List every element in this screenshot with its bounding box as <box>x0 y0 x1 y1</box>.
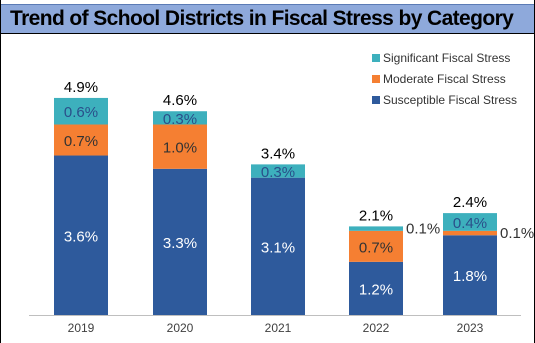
x-tick-label-2022: 2022 <box>363 321 390 335</box>
legend-swatch-2 <box>372 96 380 104</box>
legend-label-1: Moderate Fiscal Stress <box>383 72 506 86</box>
total-label-2023: 2.4% <box>453 194 487 211</box>
legend-label-0: Significant Fiscal Stress <box>383 51 510 65</box>
data-label-2019-1: 0.7% <box>64 133 98 150</box>
data-label-2022-2: 0.1% <box>406 221 440 238</box>
data-label-2023-2: 0.4% <box>453 215 487 232</box>
data-label-2021-2: 0.3% <box>261 164 295 181</box>
total-label-2022: 2.1% <box>359 207 393 224</box>
data-label-2022-0: 1.2% <box>359 281 393 298</box>
total-label-2020: 4.6% <box>163 92 197 109</box>
data-label-2019-2: 0.6% <box>64 104 98 121</box>
total-label-2019: 4.9% <box>64 79 98 96</box>
x-tick-label-2019: 2019 <box>68 321 95 335</box>
data-label-2023-1: 0.1% <box>500 225 534 242</box>
data-label-2019-0: 3.6% <box>64 228 98 245</box>
data-label-2020-0: 3.3% <box>163 235 197 252</box>
data-label-2023-0: 1.8% <box>453 268 487 285</box>
legend-swatch-0 <box>372 54 380 62</box>
data-label-2022-1: 0.7% <box>359 239 393 256</box>
x-tick-label-2021: 2021 <box>265 321 292 335</box>
legend-label-2: Susceptible Fiscal Stress <box>383 93 517 107</box>
x-tick-label-2023: 2023 <box>457 321 484 335</box>
data-label-2021-0: 3.1% <box>261 239 295 256</box>
bar-segment-2022-2 <box>349 226 403 230</box>
x-tick-label-2020: 2020 <box>167 321 194 335</box>
data-label-2020-1: 1.0% <box>163 140 197 157</box>
legend-swatch-1 <box>372 75 380 83</box>
data-label-2020-2: 0.3% <box>163 111 197 128</box>
total-label-2021: 3.4% <box>261 145 295 162</box>
